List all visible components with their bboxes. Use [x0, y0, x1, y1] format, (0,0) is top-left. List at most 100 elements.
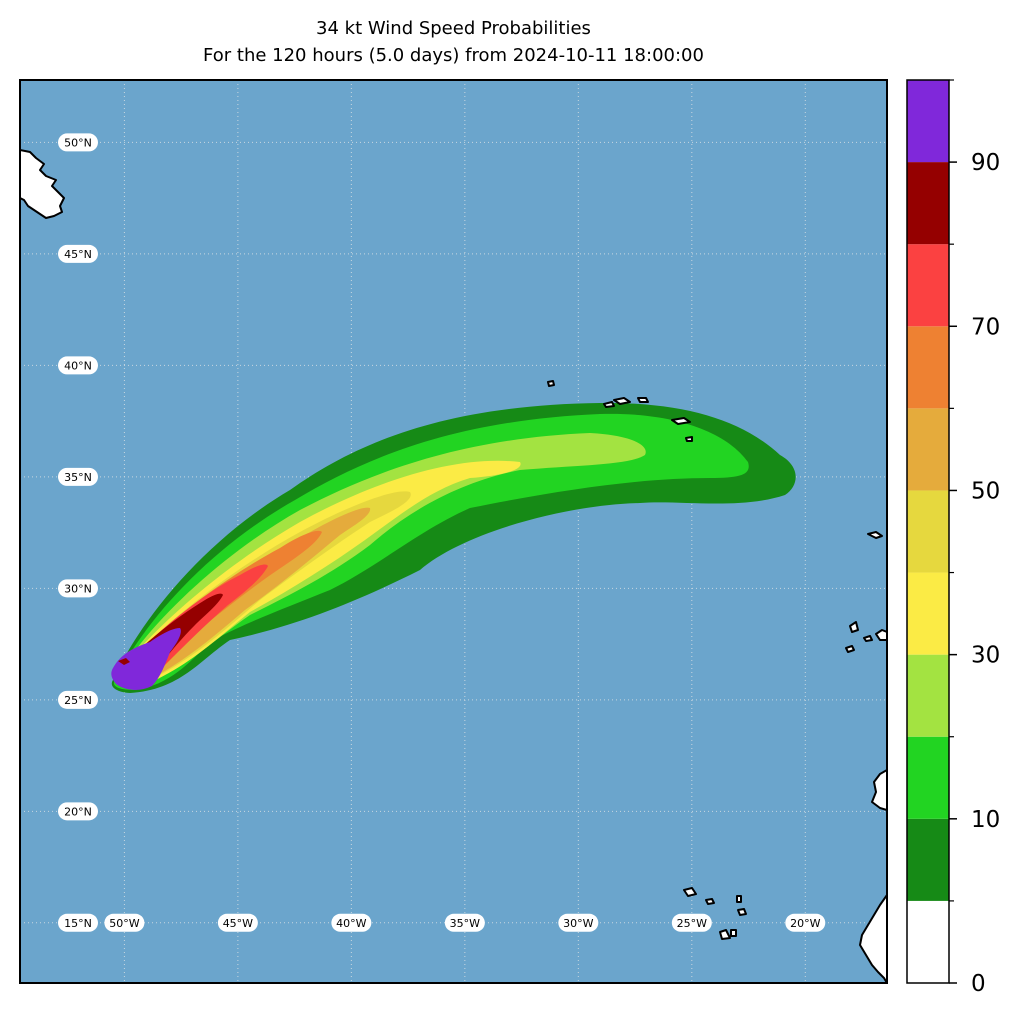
lon-label-pill [785, 913, 826, 932]
lat-label: 35°N [64, 471, 92, 484]
lon-label-pill [104, 913, 145, 932]
lat-label-pill [58, 467, 98, 486]
land [20, 149, 887, 983]
colorbar: 0 10 30 50 70 90 [906, 79, 1000, 997]
land-azores-1 [603, 401, 615, 408]
lat-label: 15°N [64, 917, 92, 930]
land-azores-2 [613, 397, 631, 405]
colorbar-tick-label: 50 [971, 478, 1000, 504]
lon-label-badge: 30°W [558, 913, 599, 932]
lat-label-badge: 20°N [58, 802, 98, 821]
lon-label: 30°W [563, 917, 593, 930]
colorbar-level [907, 654, 949, 737]
land-cape-verde-6 [730, 929, 737, 937]
lat-label: 25°N [64, 694, 92, 707]
lat-label-pill [58, 244, 98, 263]
lon-label-pill [331, 913, 372, 932]
lon-label-pill [558, 913, 599, 932]
colorbar-level [907, 408, 949, 491]
band-90-100 [111, 628, 181, 690]
land-cape-verde-2 [705, 898, 715, 905]
lon-label: 45°W [223, 917, 253, 930]
colorbar-level [907, 490, 949, 573]
land-azores-5 [685, 436, 693, 442]
colorbar-level [907, 162, 949, 245]
lat-label: 40°N [64, 359, 92, 372]
colorbar-levels [907, 80, 949, 983]
lat-label-pill [58, 579, 98, 598]
lat-label-pill [58, 133, 98, 152]
colorbar-tick-label: 90 [971, 150, 1000, 176]
colorbar-level [907, 818, 949, 901]
lat-label: 20°N [64, 805, 92, 818]
land-canary-5 [863, 635, 873, 642]
lat-label-badge: 30°N [58, 579, 98, 598]
graticule [20, 80, 887, 983]
land-africa-south [859, 894, 887, 983]
lon-label: 50°W [109, 917, 139, 930]
lat-label-badge: 35°N [58, 467, 98, 486]
land-azores-3 [637, 397, 649, 403]
land-canary-3 [849, 621, 859, 633]
lon-label-pill [217, 913, 258, 932]
chart-subtitle: For the 120 hours (5.0 days) from 2024-1… [203, 45, 704, 66]
land-cape-verde-5 [719, 929, 731, 940]
land-canary-1 [867, 531, 883, 539]
longitude-labels: 50°W 45°W 40°W 35°W 30°W 25°W 20°W [104, 913, 826, 932]
probability-swath [111, 402, 796, 693]
lat-label-pill [58, 913, 98, 932]
lat-label-pill [58, 356, 98, 375]
lon-label: 25°W [677, 917, 707, 930]
colorbar-tick-label: 0 [971, 971, 986, 997]
lon-label-badge: 20°W [785, 913, 826, 932]
map-area: 50°N 45°N 40°N 35°N 30°N 25°N 20°N 15°N 50°W 45°… [20, 80, 887, 983]
band-10-20 [113, 413, 749, 690]
lat-label-badge: 25°N [58, 690, 98, 709]
lat-label-badge: 50°N [58, 133, 98, 152]
lon-label-badge: 45°W [217, 913, 258, 932]
land-newfoundland [20, 149, 65, 219]
land-cape-verde-3 [736, 895, 742, 903]
lat-label-badge: 45°N [58, 244, 98, 263]
lon-label-badge: 35°W [444, 913, 485, 932]
lon-label: 40°W [336, 917, 366, 930]
land-canary-4 [845, 645, 855, 653]
colorbar-level [907, 736, 949, 819]
land-africa-north [871, 769, 887, 811]
colorbar-ticks: 0 10 30 50 70 90 [949, 150, 1000, 997]
colorbar-tick-label: 10 [971, 807, 1000, 833]
lat-label-badge: 15°N [58, 913, 98, 932]
lon-label-badge: 40°W [331, 913, 372, 932]
lon-label-badge: 50°W [104, 913, 145, 932]
lon-label-pill [671, 913, 712, 932]
land-cape-verde-1 [683, 887, 697, 897]
lon-label-pill [444, 913, 485, 932]
lat-label: 45°N [64, 248, 92, 261]
colorbar-level [907, 80, 949, 163]
lat-label: 30°N [64, 582, 92, 595]
land-cape-verde-4 [737, 908, 747, 916]
colorbar-level [907, 244, 949, 327]
land-azores-6 [547, 380, 555, 387]
lon-label: 20°W [790, 917, 820, 930]
land-canary-2 [875, 629, 887, 641]
colorbar-level [907, 900, 949, 983]
chart-title: 34 kt Wind Speed Probabilities [316, 18, 591, 39]
colorbar-level [907, 326, 949, 409]
colorbar-tick-label: 70 [971, 314, 1000, 340]
colorbar-frame [906, 79, 950, 984]
latitude-labels: 50°N 45°N 40°N 35°N 30°N 25°N 20°N 15°N [58, 133, 98, 932]
lat-label: 50°N [64, 136, 92, 149]
land-azores-4 [671, 417, 691, 425]
colorbar-minor-ticks [949, 79, 954, 902]
lat-label-pill [58, 690, 98, 709]
lat-label-badge: 40°N [58, 356, 98, 375]
colorbar-tick-label: 30 [971, 643, 1000, 669]
band-80-90-spot [118, 658, 130, 665]
lat-label-pill [58, 802, 98, 821]
lon-label: 35°W [450, 917, 480, 930]
map-frame [19, 79, 888, 984]
colorbar-level [907, 572, 949, 655]
lon-label-badge: 25°W [671, 913, 712, 932]
